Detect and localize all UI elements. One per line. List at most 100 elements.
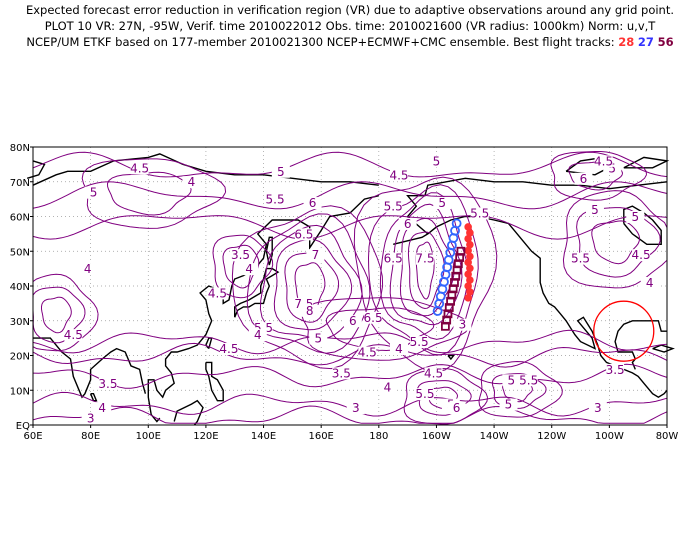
contour-label-bg (64, 329, 83, 342)
coastline (623, 156, 670, 169)
contour-label: 4.5 (632, 248, 651, 262)
contour-label: 6 (580, 172, 588, 186)
longitude-label: 60E (23, 431, 42, 442)
contour-label-bg (424, 367, 443, 380)
track-28-marker (464, 294, 472, 302)
error-contours (32, 151, 668, 425)
contour-label-bg (606, 363, 625, 376)
contour-label: 4.5 (130, 161, 149, 175)
contour-label: 6 (309, 196, 317, 210)
contour-label-bg (640, 277, 659, 289)
track-27-marker (432, 306, 443, 316)
contour-label-bg (346, 402, 365, 415)
longitude-label: 100E (136, 431, 161, 442)
header-line-3: NCEP/UM ETKF based on 177-member 2010021… (0, 35, 700, 49)
longitude-label: 100W (595, 431, 624, 442)
contour-label-bg (384, 252, 403, 265)
contour-label-bg (626, 210, 645, 223)
track-27-label: 27 (637, 35, 654, 49)
longitude-label: 80E (81, 431, 100, 442)
contour-line (41, 296, 72, 334)
contour-line (550, 151, 647, 201)
contour-label: 4.5 (208, 286, 227, 300)
contour-label: 4 (98, 401, 106, 415)
contour-label-bg (447, 402, 466, 415)
contour-label: 5 (591, 203, 599, 217)
latitude-label: EQ (16, 421, 30, 432)
coastline (265, 236, 273, 266)
contour-label: 5.5 (470, 207, 489, 221)
contour-label-bg (364, 311, 383, 324)
contour-label-bg (93, 402, 112, 415)
contour-label: 8 (306, 304, 314, 318)
contour-label: 4 (84, 262, 92, 276)
contour-label-bg (415, 388, 434, 401)
contour-label: 5 (314, 332, 322, 346)
contour-label-bg (427, 155, 446, 168)
coastline (32, 153, 379, 186)
contour-line (407, 231, 445, 310)
contour-label: 6 (453, 401, 461, 415)
contour-label: 4.5 (424, 366, 443, 380)
coastline (652, 344, 675, 353)
contour-label: 3 (594, 401, 602, 415)
contour-label-bg (248, 329, 267, 342)
longitude-label: 180 (369, 431, 388, 442)
contour-label: 5.5 (519, 373, 538, 387)
contour-label-bg (219, 343, 238, 356)
coastline (205, 361, 224, 402)
contour-label: 4.5 (358, 346, 377, 360)
contour-label-bg (574, 172, 593, 185)
longitude-label: 140E (251, 431, 276, 442)
longitude-label: 160E (308, 431, 333, 442)
contour-label: 4 (384, 380, 392, 394)
contour-label-bg (632, 249, 651, 262)
contour-label: 5 (508, 373, 516, 387)
contour-label-bg (182, 176, 201, 189)
contour-label: 4 (245, 262, 253, 276)
latitude-label: 40N (10, 282, 30, 293)
latitude-label: 20N (10, 352, 30, 363)
contour-label-bg (502, 374, 521, 387)
contour-line (212, 234, 274, 299)
coastline (147, 195, 379, 423)
longitude-label: 120E (193, 431, 218, 442)
contour-label-bg (309, 332, 328, 345)
contour-label: 4 (254, 328, 262, 342)
latitude-label: 80N (10, 143, 30, 154)
header-line-2: PLOT 10 VR: 27N, -95W, Verif. time 20100… (44, 19, 656, 33)
track-28-label: 28 (618, 35, 635, 49)
contour-label: 4.5 (64, 328, 83, 342)
contour-label-bg (84, 186, 103, 199)
contour-label-bg (519, 374, 538, 387)
contour-line (81, 158, 227, 229)
contour-line (32, 405, 668, 424)
contour-label: 3 (352, 401, 360, 415)
coastline (173, 399, 204, 426)
longitude-label: 80W (656, 431, 679, 442)
longitude-label: 140W (480, 431, 509, 442)
contour-label: 5 (505, 398, 513, 412)
track-56-label: 56 (657, 35, 674, 49)
contour-line (222, 244, 260, 289)
contour-line (32, 342, 668, 368)
header-line-3-prefix: NCEP/UM ETKF based on 177-member 2010021… (26, 35, 615, 49)
contour-label: 6.5 (384, 252, 403, 266)
contour-label-bg (343, 315, 362, 328)
contour-line (32, 181, 668, 210)
contour-label-bg (130, 162, 149, 175)
contour-label-bg (98, 377, 117, 390)
contour-label: 5 (438, 196, 446, 210)
verification-region (593, 300, 655, 362)
contour-line (32, 329, 668, 355)
contour-label: 3 (459, 318, 467, 332)
contour-line (106, 171, 192, 216)
contour-label: 4 (646, 276, 654, 290)
contour-label: 7 (312, 248, 320, 262)
contour-label-bg (499, 398, 518, 411)
verification-region-circle (593, 300, 655, 362)
contour-label: 5.5 (266, 193, 285, 207)
